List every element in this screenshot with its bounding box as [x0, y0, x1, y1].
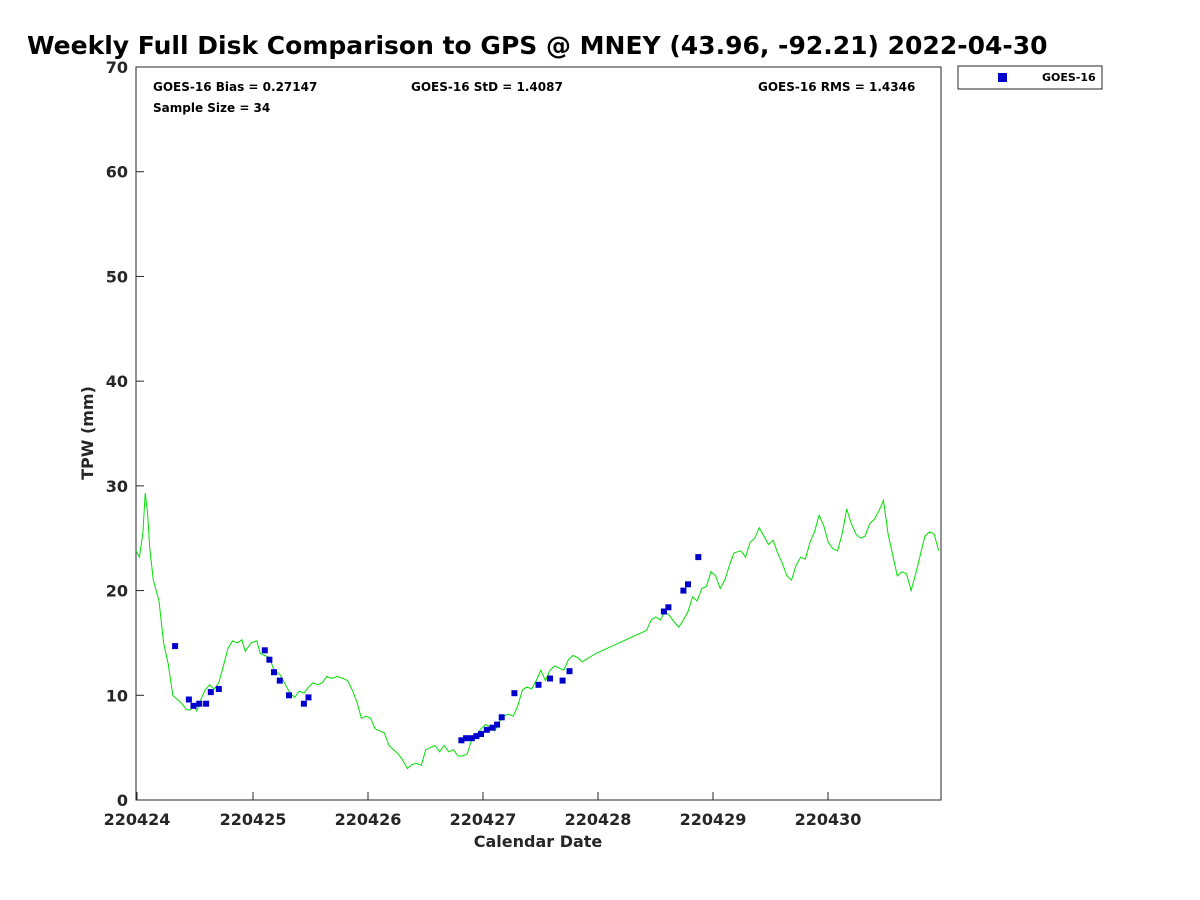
legend: GOES-16: [957, 65, 1103, 90]
goes16-point: [483, 726, 490, 733]
goes16-point: [494, 721, 501, 728]
goes16-point: [215, 686, 222, 692]
goes16-point: [286, 692, 292, 699]
bias-stat: GOES-16 Bias = 0.27147: [153, 80, 317, 94]
goes16-point: [489, 724, 496, 731]
goes16-point: [665, 604, 672, 611]
goes16-point: [547, 675, 553, 682]
y-tick-label: 40: [106, 372, 128, 391]
goes16-point: [478, 731, 484, 737]
goes16-point: [185, 696, 192, 703]
x-tick-label: 220427: [450, 810, 517, 829]
x-tick-label: 220426: [335, 810, 402, 829]
goes16-point: [559, 677, 566, 684]
goes16-point: [207, 689, 214, 696]
goes16-point: [566, 668, 573, 675]
goes16-point: [190, 702, 197, 709]
goes16-point: [685, 581, 691, 588]
y-tick-label: 30: [106, 477, 128, 496]
goes16-point: [660, 608, 667, 615]
y-tick-label: 50: [106, 267, 128, 286]
x-axis-label: Calendar Date: [474, 832, 603, 851]
y-tick-label: 0: [117, 791, 128, 810]
goes16-point: [172, 643, 179, 650]
y-tick-label: 70: [106, 58, 128, 77]
goes16-point: [261, 647, 268, 654]
goes16-point: [305, 694, 312, 701]
x-tick-label: 220428: [565, 810, 632, 829]
goes16-point: [463, 735, 470, 742]
y-tick-label: 60: [106, 163, 128, 182]
sample-size-stat: Sample Size = 34: [153, 101, 270, 115]
goes16-point: [196, 700, 203, 707]
goes16-point: [695, 554, 702, 561]
std-stat: GOES-16 StD = 1.4087: [411, 80, 563, 94]
rms-stat: GOES-16 RMS = 1.4346: [758, 80, 915, 94]
goes16-point: [300, 700, 307, 707]
goes16-point: [468, 735, 475, 742]
goes16-series: [172, 554, 702, 744]
goes16-point: [511, 690, 518, 697]
y-axis-label: TPW (mm): [78, 386, 97, 480]
plot-frame: [135, 66, 942, 801]
x-tick-label: 220430: [795, 810, 862, 829]
x-tick-label: 220424: [104, 810, 171, 829]
goes16-point: [276, 677, 283, 684]
y-tick-label: 20: [106, 582, 128, 601]
goes16-point: [473, 733, 480, 740]
chart-title: Weekly Full Disk Comparison to GPS @ MNE…: [27, 31, 1048, 60]
gps-line: [135, 493, 940, 770]
legend-marker-goes16: [998, 73, 1007, 82]
goes16-point: [458, 737, 465, 744]
legend-box: [957, 65, 1103, 90]
goes16-point: [535, 681, 542, 688]
goes16-point: [498, 714, 505, 721]
goes16-point: [203, 700, 210, 707]
x-tick-label: 220429: [680, 810, 747, 829]
goes16-point: [266, 656, 273, 663]
legend-label-goes16: GOES-16: [1042, 71, 1096, 84]
y-tick-label: 10: [106, 686, 128, 705]
goes16-point: [680, 587, 687, 594]
axis-ticks: 0 10 20 30 40 50 60 70 220424 220425 220426 220427 2…: [104, 58, 862, 829]
x-tick-label: 220425: [220, 810, 287, 829]
goes16-point: [271, 669, 277, 676]
gps-series: [135, 493, 940, 770]
